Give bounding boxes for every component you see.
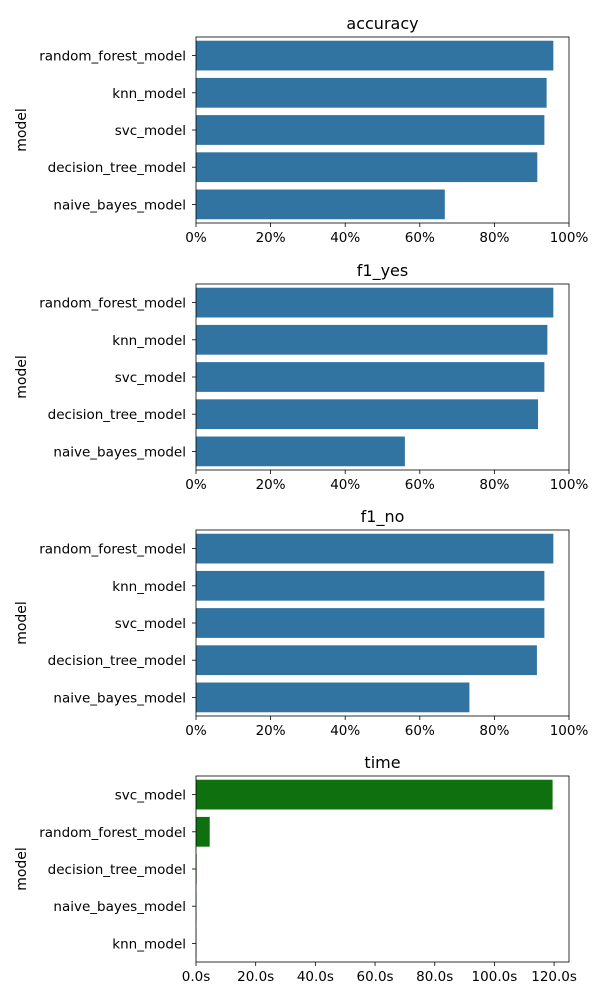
bar bbox=[196, 534, 553, 564]
y-tick-label: svc_model bbox=[115, 370, 186, 386]
bar bbox=[196, 78, 547, 108]
x-tick-label: 120.0s bbox=[531, 969, 577, 985]
bar bbox=[196, 325, 547, 355]
y-tick-label: naive_bayes_model bbox=[53, 197, 186, 213]
x-tick-label: 100% bbox=[550, 230, 589, 246]
x-tick-label: 80% bbox=[479, 477, 509, 493]
y-axis-label: model bbox=[14, 355, 30, 399]
x-tick-label: 100% bbox=[550, 477, 589, 493]
bar bbox=[196, 152, 537, 182]
y-axis-label: model bbox=[14, 601, 30, 645]
chart-title: f1_no bbox=[361, 507, 405, 527]
y-tick-label: decision_tree_model bbox=[48, 160, 186, 176]
x-tick-label: 20% bbox=[256, 477, 286, 493]
chart-title: time bbox=[364, 753, 400, 772]
x-tick-label: 100% bbox=[550, 723, 589, 739]
bar bbox=[196, 608, 544, 638]
y-tick-label: svc_model bbox=[115, 788, 186, 804]
x-tick-label: 0% bbox=[185, 230, 207, 246]
y-tick-label: decision_tree_model bbox=[48, 407, 186, 423]
x-tick-label: 40% bbox=[330, 477, 360, 493]
bar bbox=[196, 683, 469, 713]
y-tick-label: svc_model bbox=[115, 616, 186, 632]
y-tick-label: decision_tree_model bbox=[48, 862, 186, 878]
x-tick-label: 40% bbox=[330, 230, 360, 246]
bar bbox=[196, 362, 544, 392]
y-axis-label: model bbox=[14, 108, 30, 152]
bar bbox=[196, 41, 553, 71]
bar bbox=[196, 190, 445, 220]
bar bbox=[196, 288, 553, 318]
bar bbox=[196, 437, 405, 467]
y-tick-label: naive_bayes_model bbox=[53, 444, 186, 460]
bar bbox=[196, 780, 553, 810]
x-tick-label: 80.0s bbox=[416, 969, 453, 985]
y-tick-label: knn_model bbox=[112, 333, 186, 349]
y-tick-label: random_forest_model bbox=[39, 825, 186, 841]
y-tick-label: knn_model bbox=[112, 86, 186, 102]
x-tick-label: 20% bbox=[256, 723, 286, 739]
bar bbox=[196, 399, 538, 429]
y-tick-label: naive_bayes_model bbox=[53, 690, 186, 706]
y-tick-label: knn_model bbox=[112, 579, 186, 595]
x-tick-label: 0.0s bbox=[182, 969, 211, 985]
x-tick-label: 60% bbox=[405, 230, 435, 246]
x-tick-label: 100.0s bbox=[472, 969, 518, 985]
y-tick-label: decision_tree_model bbox=[48, 653, 186, 669]
bar bbox=[196, 817, 210, 847]
y-tick-label: knn_model bbox=[112, 936, 186, 952]
y-tick-label: random_forest_model bbox=[39, 542, 186, 558]
x-tick-label: 0% bbox=[185, 723, 207, 739]
x-tick-label: 60.0s bbox=[356, 969, 393, 985]
y-tick-label: svc_model bbox=[115, 123, 186, 139]
x-tick-label: 80% bbox=[479, 230, 509, 246]
x-tick-label: 20.0s bbox=[237, 969, 274, 985]
bar bbox=[196, 571, 544, 601]
x-tick-label: 80% bbox=[479, 723, 509, 739]
bar bbox=[196, 645, 537, 675]
x-tick-label: 40% bbox=[330, 723, 360, 739]
x-tick-label: 60% bbox=[405, 477, 435, 493]
chart-title: accuracy bbox=[346, 14, 418, 33]
chart-title: f1_yes bbox=[357, 261, 408, 281]
y-tick-label: random_forest_model bbox=[39, 49, 186, 65]
bar bbox=[196, 115, 544, 145]
y-axis-label: model bbox=[14, 847, 30, 891]
y-tick-label: random_forest_model bbox=[39, 296, 186, 312]
y-tick-label: naive_bayes_model bbox=[53, 899, 186, 915]
x-tick-label: 20% bbox=[256, 230, 286, 246]
x-tick-label: 40.0s bbox=[297, 969, 334, 985]
x-tick-label: 60% bbox=[405, 723, 435, 739]
x-tick-label: 0% bbox=[185, 477, 207, 493]
